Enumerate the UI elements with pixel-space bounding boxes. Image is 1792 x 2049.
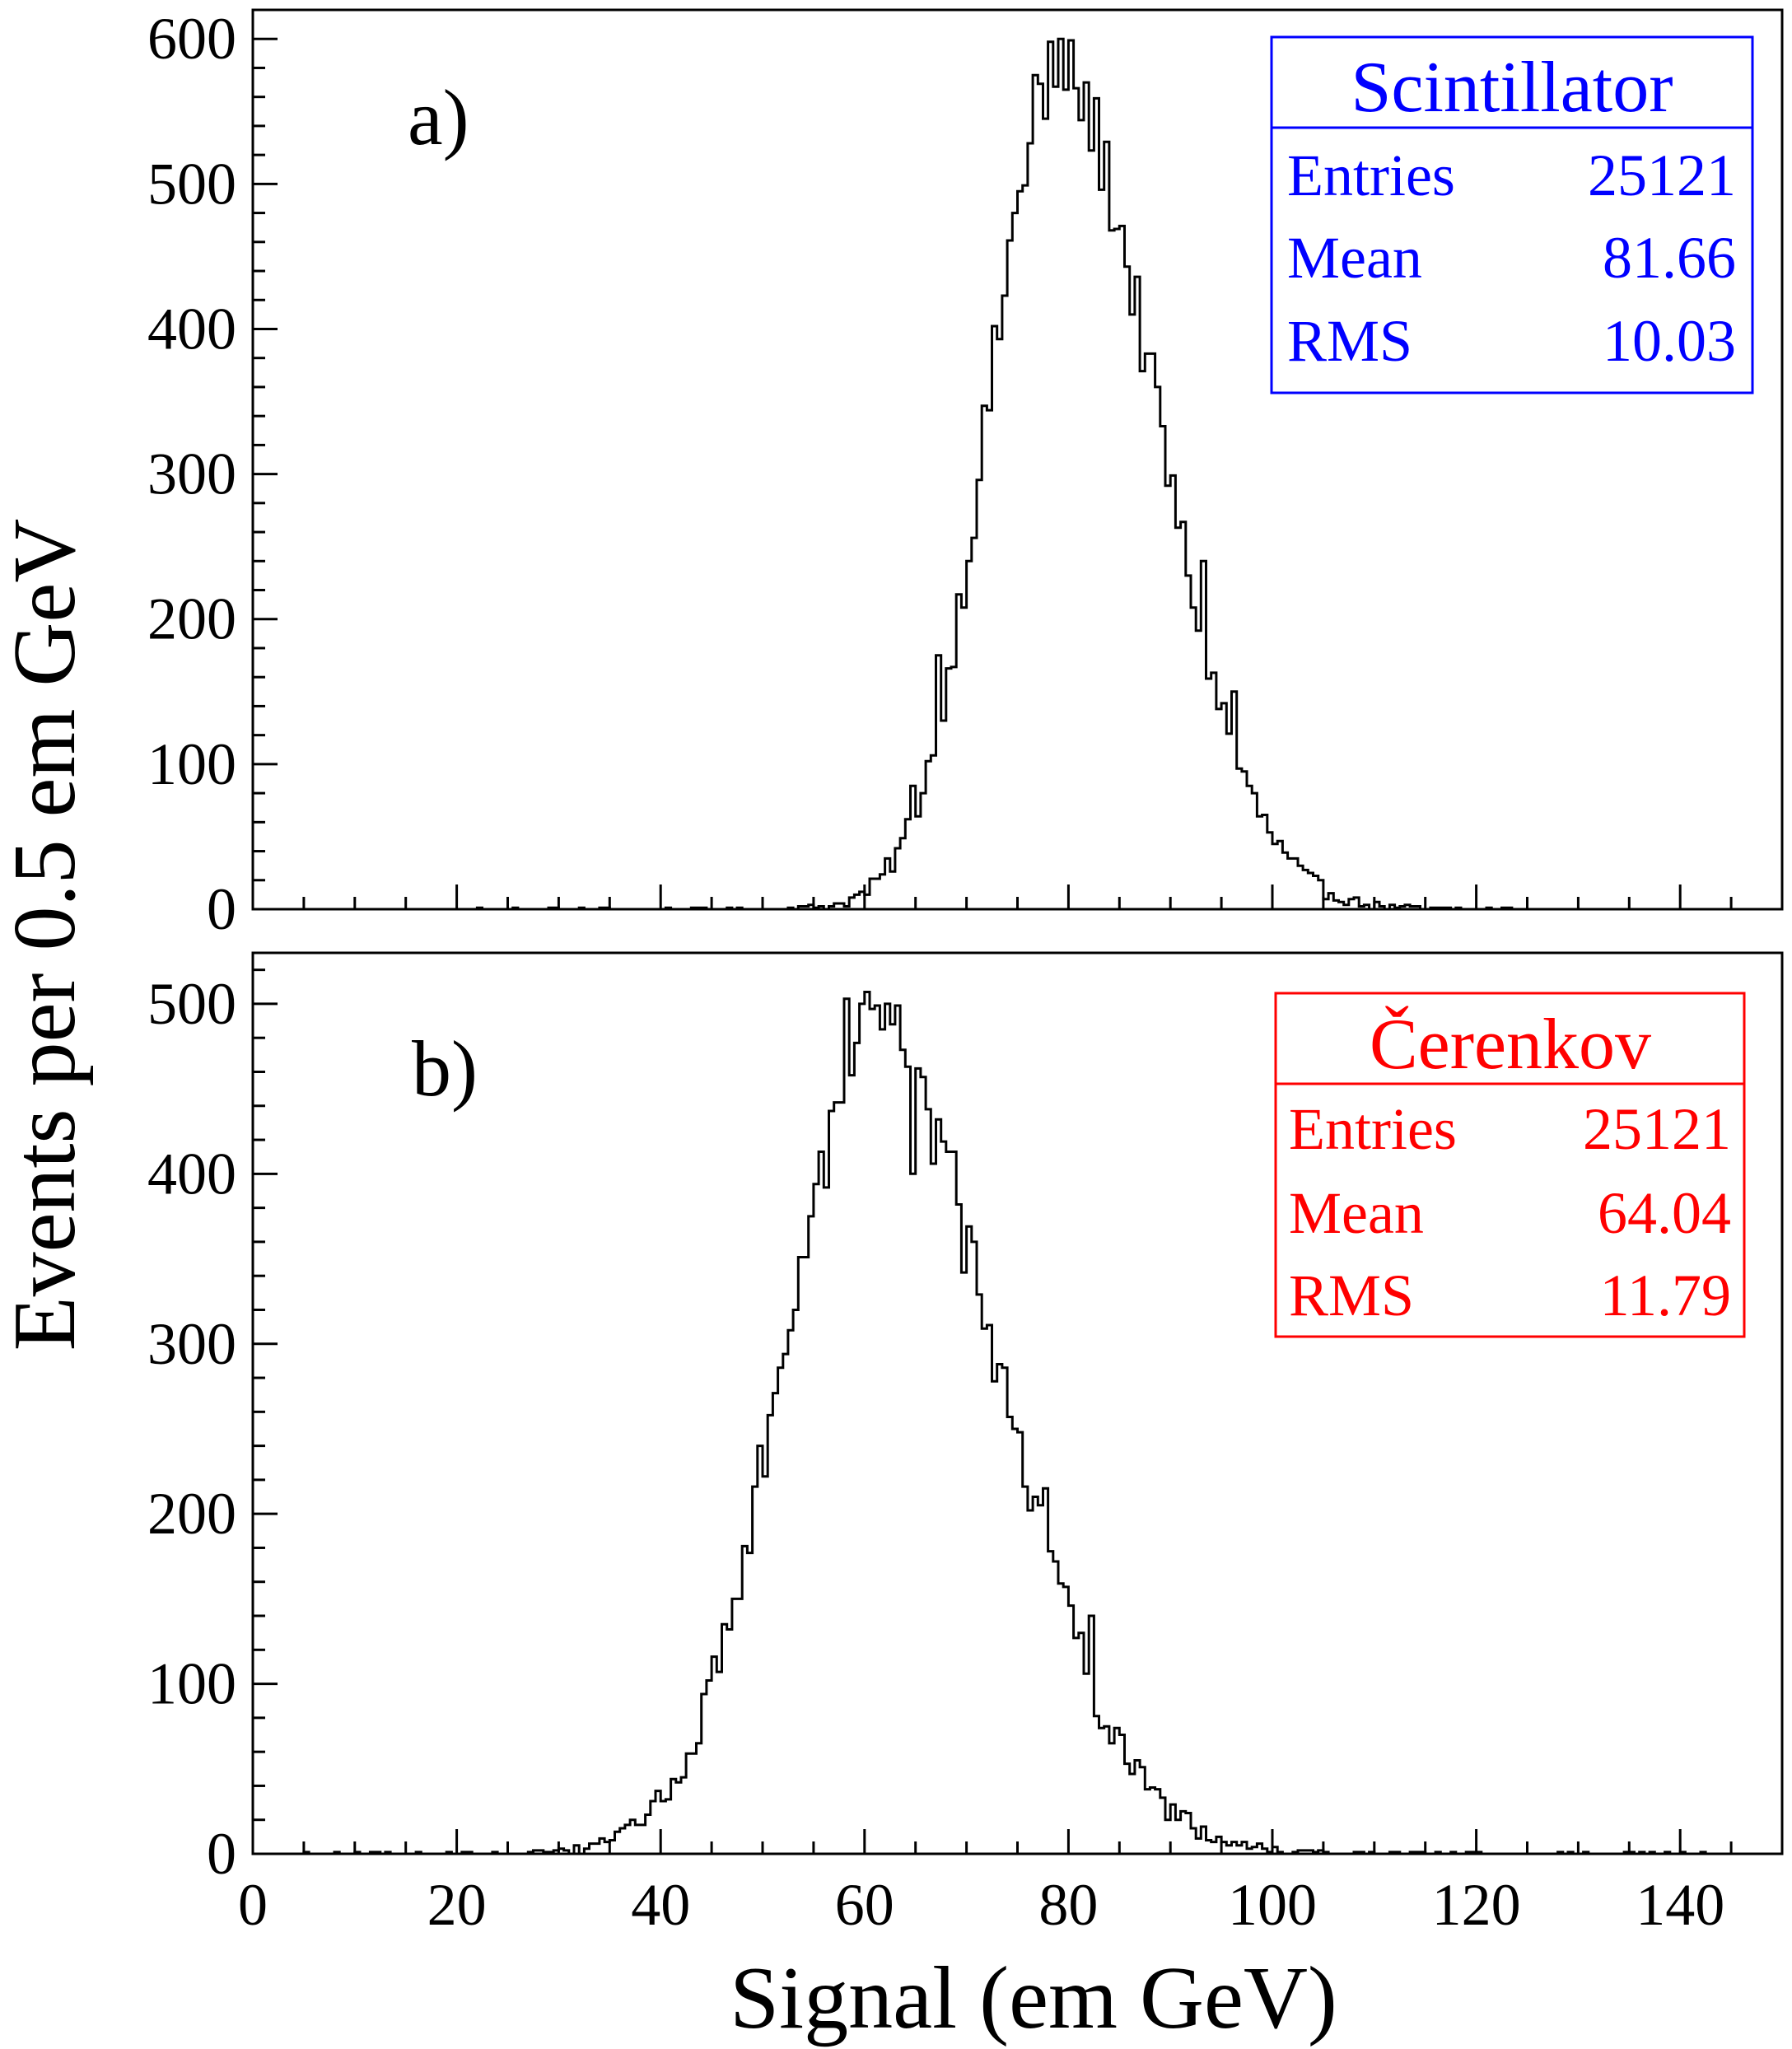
y-tick-label: 100 bbox=[147, 731, 236, 797]
x-tick-label: 60 bbox=[835, 1872, 894, 1938]
y-tick-label: 500 bbox=[147, 151, 236, 217]
y-tick-label: 300 bbox=[147, 441, 236, 507]
y-tick-labels: 0 100 200 300 400 500 bbox=[147, 971, 236, 1887]
x-axis-title: Signal (em GeV) bbox=[730, 1949, 1337, 2047]
stats-mean-value: 81.66 bbox=[1603, 225, 1736, 291]
x-tick-labels: 0 20 40 60 80 100 120 140 bbox=[238, 1872, 1724, 1938]
y-tick-label: 400 bbox=[147, 296, 236, 362]
histogram-line bbox=[253, 991, 1782, 1855]
panel-label: b) bbox=[412, 1024, 478, 1113]
stats-mean-label: Mean bbox=[1287, 225, 1422, 291]
y-tick-label: 0 bbox=[207, 1821, 236, 1887]
stats-title: Čerenkov bbox=[1370, 1005, 1651, 1085]
stats-box-frame bbox=[1270, 35, 1754, 394]
x-tick-label: 100 bbox=[1228, 1872, 1317, 1938]
panel-label: a) bbox=[408, 73, 469, 161]
y-tick-label: 200 bbox=[147, 586, 236, 652]
y-tick-label: 100 bbox=[147, 1651, 236, 1717]
stats-rms-label: RMS bbox=[1287, 308, 1412, 374]
stats-box: Scintillator Entries 25121 Mean 81.66 RM… bbox=[1270, 35, 1754, 394]
stats-box: Čerenkov Entries 25121 Mean 64.04 RMS 11… bbox=[1274, 992, 1746, 1338]
panel-b-cerenkov: 0 100 200 300 400 500 b) Čerenkov Entries 251… bbox=[147, 951, 1784, 1887]
y-tick-label: 400 bbox=[147, 1141, 236, 1207]
stats-title: Scintillator bbox=[1351, 48, 1673, 128]
histogram-line bbox=[253, 37, 1782, 911]
stats-entries-label: Entries bbox=[1289, 1096, 1457, 1162]
stats-rms-value: 10.03 bbox=[1603, 308, 1736, 374]
y-axis-title: Events per 0.5 em GeV bbox=[0, 519, 94, 1351]
stats-mean-label: Mean bbox=[1289, 1180, 1424, 1246]
stats-rms-label: RMS bbox=[1289, 1263, 1414, 1328]
y-tick-label: 200 bbox=[147, 1481, 236, 1547]
y-tick-label: 500 bbox=[147, 971, 236, 1037]
x-tick-label: 20 bbox=[427, 1872, 487, 1938]
x-tick-label: 0 bbox=[238, 1872, 268, 1938]
panel-a-scintillator: 0 100 200 300 400 500 600 a) Scintillator Entr… bbox=[147, 6, 1784, 942]
stats-box-frame bbox=[1274, 992, 1746, 1338]
y-tick-label: 0 bbox=[207, 876, 236, 942]
y-tick-labels: 0 100 200 300 400 500 600 bbox=[147, 6, 236, 942]
x-tick-label: 140 bbox=[1636, 1872, 1724, 1938]
x-tick-label: 120 bbox=[1432, 1872, 1521, 1938]
y-tick-label: 300 bbox=[147, 1311, 236, 1377]
stats-mean-value: 64.04 bbox=[1598, 1180, 1731, 1246]
stats-entries-label: Entries bbox=[1287, 142, 1455, 208]
stats-entries-value: 25121 bbox=[1588, 142, 1736, 208]
stats-rms-value: 11.79 bbox=[1600, 1263, 1731, 1328]
y-tick-label: 600 bbox=[147, 6, 236, 72]
x-tick-label: 40 bbox=[631, 1872, 690, 1938]
stats-entries-value: 25121 bbox=[1583, 1096, 1731, 1162]
x-tick-label: 80 bbox=[1038, 1872, 1098, 1938]
